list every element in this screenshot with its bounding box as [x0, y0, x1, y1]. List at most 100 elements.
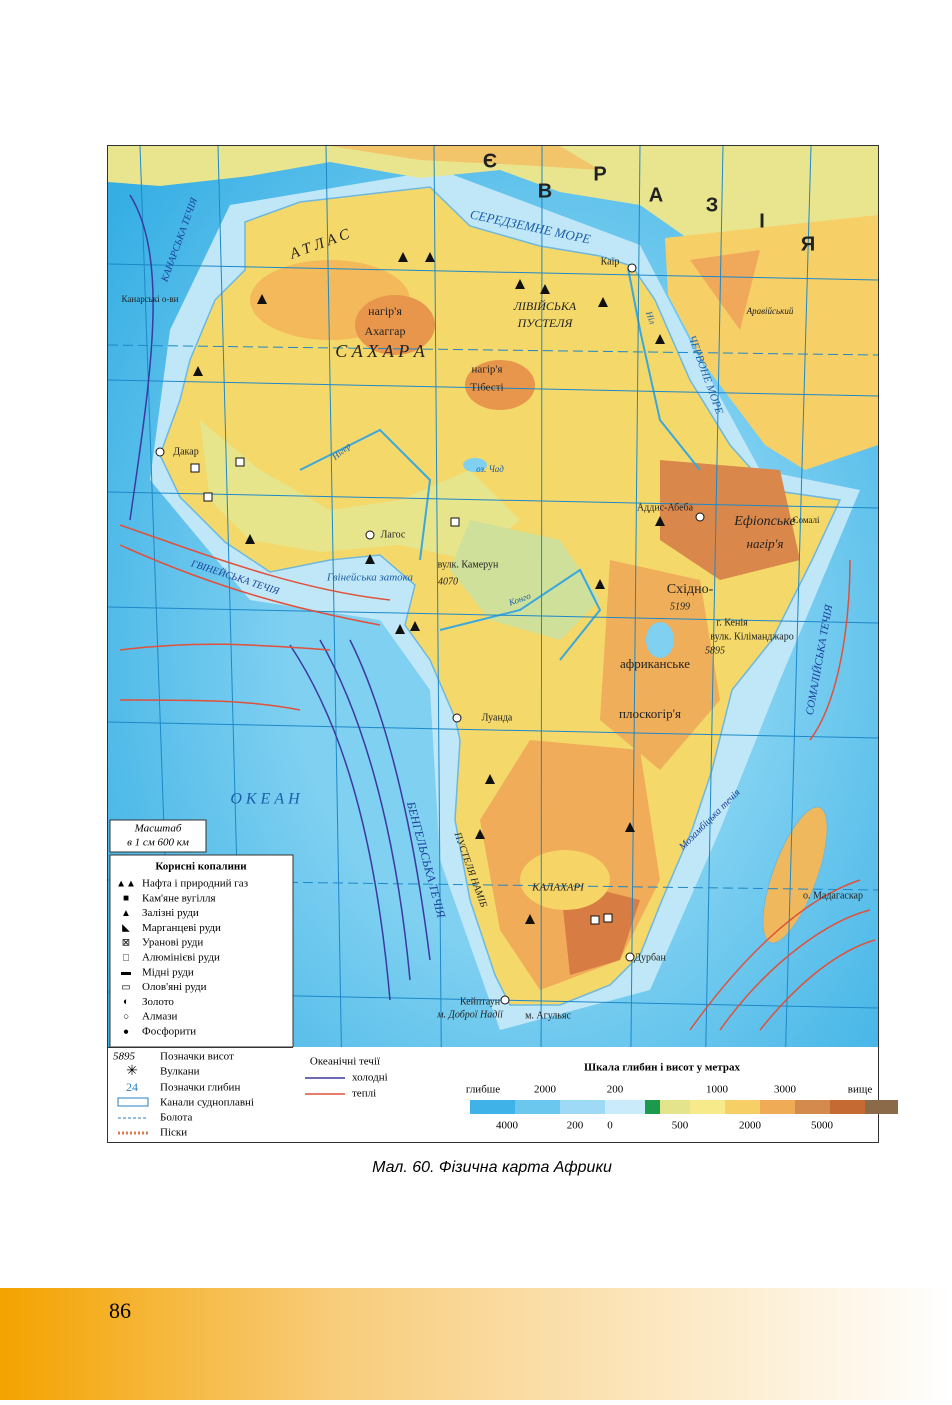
volcano-icon: ✳ [126, 1064, 138, 1079]
map-label: 5895 [705, 645, 725, 656]
city-dot [500, 995, 510, 1005]
city-dot [625, 952, 635, 962]
highland-ethiopia [660, 460, 800, 580]
scale-swatch [725, 1100, 760, 1114]
scale-swatch [645, 1100, 660, 1114]
scale-bottom-label: 2000 [739, 1120, 762, 1132]
map-label: 5199 [670, 601, 690, 612]
currents-title: Океанічні течії [310, 1056, 381, 1068]
scale-top-label: 3000 [774, 1084, 797, 1096]
map-label: Дурбан [634, 952, 666, 963]
map-label: Східно- [667, 582, 714, 597]
bauxite-icon [235, 457, 245, 467]
meridian [540, 146, 543, 1142]
ore-icon [515, 279, 525, 289]
map-label: О К Е А Н [230, 791, 301, 808]
height-mark: 5895 [113, 1051, 136, 1063]
map-label: Є [483, 150, 497, 172]
parallel [108, 491, 878, 509]
meridian [782, 146, 812, 1142]
ore-icon [245, 534, 255, 544]
map-label: В [538, 180, 552, 202]
map-label: нагір'я [368, 304, 402, 318]
cold-current [129, 194, 154, 521]
map-label: Аравійський [746, 306, 794, 316]
legend-item: Алмази [142, 1011, 178, 1023]
warm-current [119, 699, 301, 711]
parallel [108, 379, 878, 397]
city-dot [365, 530, 375, 540]
scale-swatch [760, 1100, 795, 1114]
parallel [108, 263, 878, 281]
minerals-legend: ▲▲ Нафта і природний газ ■ Кам'яне вугілля ▲… [116, 878, 248, 1038]
bauxite-icon [203, 492, 213, 502]
meridian [629, 146, 641, 1142]
volcano-text: Вулкани [160, 1066, 200, 1078]
ore-icon [655, 516, 665, 526]
meridian [703, 146, 724, 1142]
ore-icon [598, 297, 608, 307]
lowland-congo [450, 520, 600, 640]
map-label: Канарські о-ви [122, 294, 179, 304]
legend-item: Залізні руди [142, 907, 199, 919]
ore-icon [595, 579, 605, 589]
legend-symbol: □ [123, 952, 129, 963]
bottom-legend [108, 1047, 878, 1142]
scale-bottom-label: 4000 [496, 1120, 519, 1132]
river [439, 568, 602, 661]
warm-current [759, 939, 876, 1031]
scale-bottom-label: 0 [607, 1120, 613, 1132]
map-label: м. Доброї Надії [436, 1009, 504, 1020]
scale-swatch [515, 1100, 560, 1114]
map-label: КАЛАХАРІ [531, 882, 585, 894]
mineral-icons [155, 252, 705, 1005]
legend-item: Нафта і природний газ [142, 878, 248, 890]
depth-scale-title: Шкала глибин і висот у метрах [584, 1062, 740, 1074]
ore-icon [395, 624, 405, 634]
scale-top-label: 2000 [534, 1084, 557, 1096]
legend-symbol: ⊠ [122, 937, 130, 948]
scale-top-label: 1000 [706, 1084, 729, 1096]
ore-icon [625, 822, 635, 832]
tropic [108, 344, 878, 356]
map-label: 4070 [438, 576, 458, 587]
map-label: Луанда [482, 712, 513, 723]
map-label: плоскогір'я [619, 706, 681, 721]
bauxite-icon [590, 915, 600, 925]
bauxite-icon [450, 517, 460, 527]
city-dot [155, 447, 165, 457]
legend-symbol: ▭ [121, 982, 130, 993]
legend-symbol: ◐ [123, 997, 129, 1008]
scale-swatch [470, 1100, 515, 1114]
legend-item: Алюмінієві руди [142, 952, 220, 964]
map-label: о. Мадагаскар [803, 890, 863, 901]
legend-item: Кам'яне вугілля [142, 892, 216, 904]
scale-bottom-label: 200 [567, 1120, 584, 1132]
scale-bottom-label: 500 [672, 1120, 689, 1132]
map-label: З [706, 194, 719, 216]
ore-icon [398, 252, 408, 262]
map-label: Р [593, 163, 606, 185]
depth-text: Позначки глибин [160, 1082, 240, 1094]
lake [463, 458, 487, 472]
sand-text: Піски [160, 1127, 187, 1139]
parallel [108, 721, 878, 739]
scale-text: в 1 см 600 км [127, 837, 189, 849]
meridian [325, 146, 344, 1142]
currents [119, 194, 876, 1031]
highland-arabia [690, 250, 760, 330]
land-madagascar [762, 806, 828, 944]
map-label: африканське [620, 656, 690, 671]
scale-swatch [690, 1100, 725, 1114]
legend-item: Фосфорити [142, 1026, 196, 1038]
scale-swatch [795, 1100, 830, 1114]
scale-title: Масштаб [134, 823, 182, 835]
scale-top-label: вище [848, 1084, 873, 1096]
ore-icon [485, 774, 495, 784]
warm-current [119, 524, 391, 601]
swamp-text: Болота [160, 1112, 192, 1124]
legend-item: Уранові руди [142, 937, 203, 949]
river [627, 267, 701, 471]
cold-current [289, 644, 391, 1001]
